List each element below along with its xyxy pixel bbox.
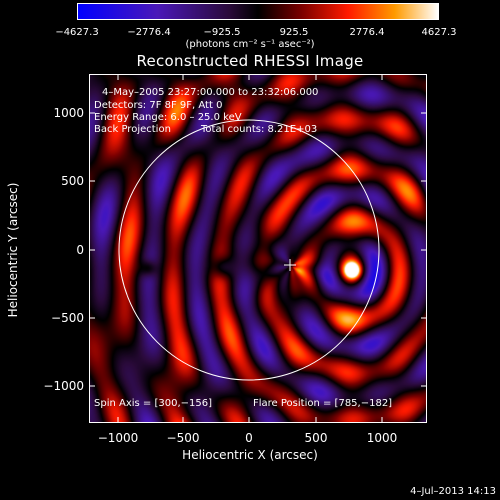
y-tick-label: 500 [61,174,84,188]
x-tick-label: −500 [166,431,200,445]
image-title: Reconstructed RHESSI Image [136,52,364,70]
y-tick-label: −1000 [43,379,84,393]
colorbar-tick-label: −925.5 [203,27,241,38]
y-tick-label: 1000 [53,106,84,120]
colorbar-units: (photons cm⁻² s⁻¹ asec⁻²) [185,39,315,50]
colorbar [77,3,439,20]
colorbar-tick-label: −2776.4 [127,27,171,38]
x-axis-label: Heliocentric X (arcsec) [182,448,318,462]
method-label: Back Projection [94,124,171,135]
colorbar-tick-label: 2776.4 [349,27,385,38]
y-tick-label: 0 [76,243,84,257]
energy-range-label: Energy Range: 6.0 – 25.0 keV [94,112,242,123]
x-tick-label: 1000 [366,431,398,445]
spin-axis-label: Spin Axis = [300,−156] [94,398,213,409]
detectors-label: Detectors: 7F 8F 9F, Att 0 [94,100,223,111]
flare-position-label: Flare Position = [785,−182] [253,398,393,409]
colorbar-tick-label: 925.5 [279,27,309,38]
timestamp: 4–Jul–2013 14:13 [410,486,496,497]
x-tick-label: 500 [304,431,328,445]
time-range-label: 4–May–2005 23:27:00.000 to 23:32:06.000 [102,87,319,98]
colorbar-tick-label: 4627.3 [421,27,457,38]
total-counts-label: Total counts: 8.21E+03 [201,124,318,135]
colorbar-tick-label: −4627.3 [55,27,99,38]
y-tick-label: −500 [51,311,84,325]
y-axis-label: Heliocentric Y (arcsec) [6,182,20,318]
x-tick-label: 0 [245,431,253,445]
x-tick-label: −1000 [97,431,139,445]
